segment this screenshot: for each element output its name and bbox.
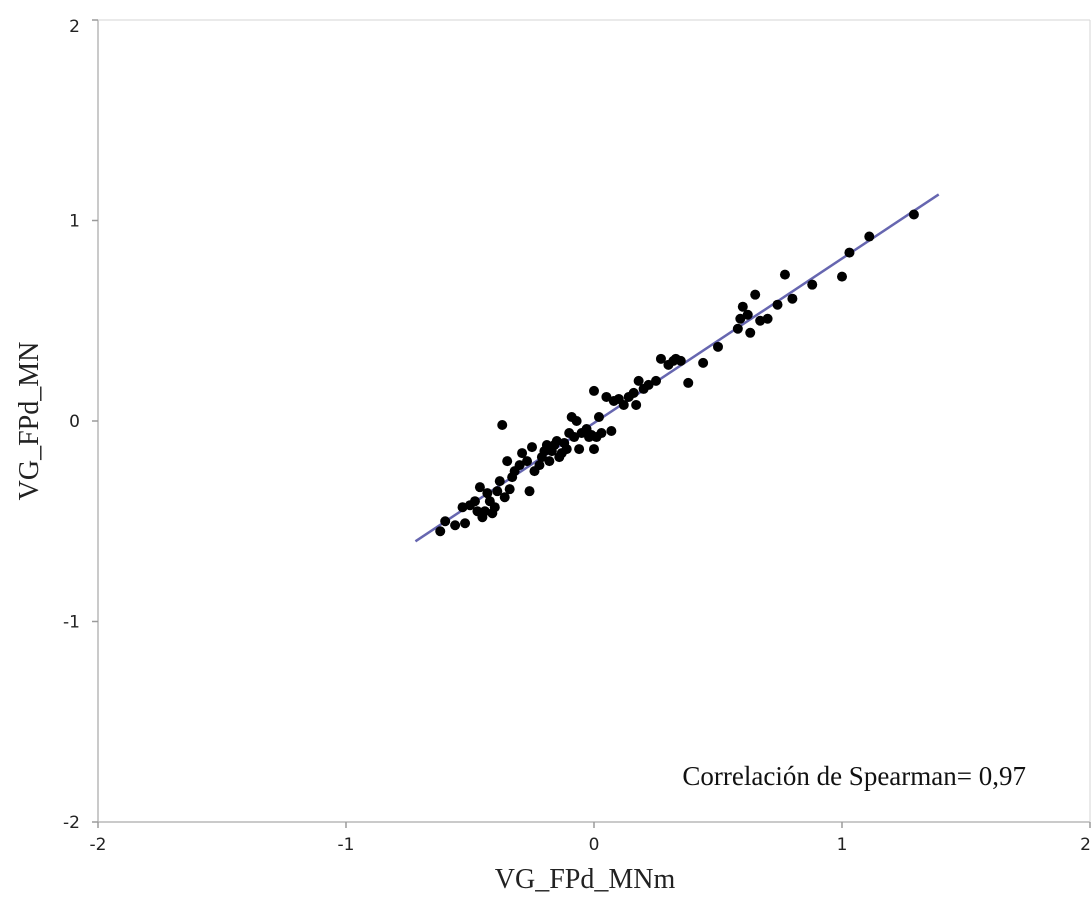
data-point bbox=[750, 289, 761, 300]
data-point bbox=[737, 301, 748, 312]
y-axis-title: VG_FPd_MN bbox=[14, 342, 45, 501]
data-point bbox=[675, 355, 686, 366]
x-tick-label: -1 bbox=[338, 835, 355, 855]
data-point bbox=[460, 518, 471, 529]
data-point bbox=[571, 416, 582, 426]
data-point bbox=[643, 379, 654, 390]
data-point bbox=[544, 456, 555, 467]
data-point bbox=[450, 520, 461, 531]
data-point bbox=[482, 488, 493, 499]
data-point bbox=[499, 492, 510, 503]
data-point bbox=[517, 448, 528, 459]
data-point bbox=[497, 420, 508, 431]
data-point bbox=[589, 444, 599, 455]
data-point bbox=[494, 476, 505, 487]
data-point bbox=[735, 313, 746, 324]
data-point bbox=[698, 357, 709, 368]
data-point bbox=[742, 309, 753, 320]
data-point bbox=[561, 444, 572, 455]
plot-frame bbox=[97, 19, 1091, 823]
data-point bbox=[435, 526, 446, 537]
data-point bbox=[713, 341, 723, 352]
data-point bbox=[569, 432, 580, 443]
data-point bbox=[618, 399, 629, 410]
data-point bbox=[593, 411, 604, 422]
data-point bbox=[596, 428, 607, 439]
data-point bbox=[504, 484, 515, 495]
y-ticks: -2 -1 0 1 2 bbox=[63, 17, 98, 833]
data-point bbox=[779, 269, 790, 280]
y-tick-label: -1 bbox=[63, 613, 80, 633]
data-point bbox=[489, 502, 500, 513]
data-point bbox=[527, 442, 537, 453]
y-tick-label: -2 bbox=[63, 813, 80, 833]
y-tick-label: 1 bbox=[69, 212, 80, 232]
data-point bbox=[574, 444, 585, 455]
data-point bbox=[772, 299, 783, 310]
data-point bbox=[589, 385, 599, 396]
data-point bbox=[474, 482, 485, 493]
series-layer bbox=[414, 193, 940, 543]
data-point bbox=[502, 456, 513, 467]
x-tick-label: -2 bbox=[90, 835, 107, 855]
data-point bbox=[601, 391, 612, 402]
x-ticks: -2 -1 0 1 2 bbox=[90, 822, 1091, 855]
data-point bbox=[745, 327, 756, 338]
data-point bbox=[633, 375, 644, 386]
data-point bbox=[762, 313, 773, 324]
data-point bbox=[440, 516, 451, 527]
data-point bbox=[787, 293, 798, 304]
data-point bbox=[631, 399, 642, 410]
data-point bbox=[524, 486, 535, 497]
spearman-annotation: Correlación de Spearman= 0,97 bbox=[682, 761, 1026, 791]
y-tick-label: 2 bbox=[69, 17, 80, 37]
data-point bbox=[492, 486, 503, 497]
x-tick-label: 0 bbox=[589, 835, 600, 855]
x-tick-label: 2 bbox=[1080, 835, 1091, 855]
x-tick-label: 1 bbox=[837, 835, 848, 855]
data-point bbox=[514, 460, 525, 471]
data-point bbox=[683, 377, 694, 388]
y-tick-label: 0 bbox=[69, 412, 80, 432]
data-point bbox=[606, 426, 617, 437]
data-point bbox=[908, 209, 919, 220]
data-point bbox=[864, 231, 875, 242]
data-point bbox=[534, 460, 545, 471]
data-point bbox=[628, 387, 639, 398]
data-point bbox=[844, 247, 855, 258]
data-point bbox=[651, 375, 661, 386]
data-point bbox=[807, 279, 818, 290]
data-point bbox=[655, 353, 666, 364]
data-point bbox=[522, 456, 533, 467]
x-axis-title: VG_FPd_MNm bbox=[495, 864, 676, 895]
data-point bbox=[732, 323, 743, 334]
data-point bbox=[469, 496, 480, 507]
data-point bbox=[837, 271, 847, 282]
